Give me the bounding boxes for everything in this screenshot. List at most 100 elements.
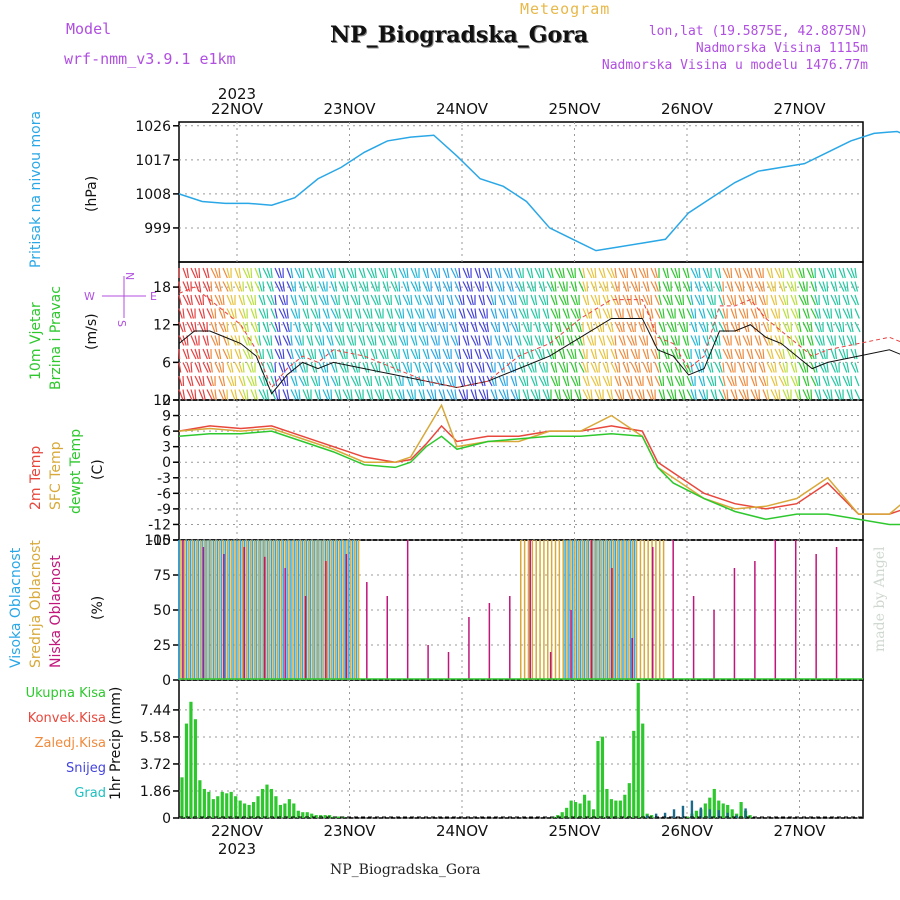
precip-rain-bar [207, 791, 211, 818]
wind-barb [526, 375, 529, 387]
wind-barb [430, 362, 433, 373]
wind-barb [622, 294, 629, 306]
wind-barb [470, 321, 476, 333]
precip-ytick-label: 3.72 [140, 757, 171, 773]
wind-barb [354, 294, 359, 306]
wind-barb [182, 335, 187, 346]
wind-barb [822, 294, 828, 306]
wind-barb [798, 267, 804, 279]
wind-barb [802, 321, 809, 333]
wind-barb [842, 294, 848, 306]
wind-barb [410, 267, 416, 279]
wind-barb [474, 267, 480, 279]
wind-barb [230, 362, 234, 373]
wind-barb [406, 294, 411, 306]
wind-barb [790, 335, 794, 346]
wind-barb [330, 267, 335, 279]
compass-n: N [123, 272, 136, 280]
wind-barb [290, 308, 297, 319]
wind-barb [270, 389, 277, 400]
wind-barb [810, 267, 815, 279]
wind-barb [454, 389, 457, 400]
wind-barb [238, 294, 244, 306]
wind-barb [606, 267, 613, 279]
wind-barb [850, 281, 856, 292]
wind-barb [554, 267, 561, 279]
wind-barb [242, 294, 246, 306]
precip-rain-bar [636, 682, 640, 818]
wind-barb [502, 321, 508, 333]
wind-barb [654, 281, 659, 292]
precip-rain-bar [287, 799, 291, 818]
wind-barb [354, 267, 357, 279]
wind-barb [182, 348, 188, 360]
wind-barb [594, 389, 600, 400]
precip-rain-bar [569, 800, 573, 818]
wind-barb [738, 348, 743, 360]
wind-barb [698, 294, 703, 306]
wind-barb [422, 362, 429, 373]
wind-barb [178, 389, 184, 400]
wind-barb [734, 294, 737, 306]
wind-barb [478, 389, 485, 400]
wind-barb [762, 389, 768, 400]
bottom-day-label: 24NOV [436, 822, 489, 840]
wind-barb [306, 375, 309, 387]
wind-barb [618, 389, 623, 400]
wind-barb [406, 348, 410, 360]
wind-barb [586, 321, 592, 333]
wind-barb [310, 348, 315, 360]
wind-barb [714, 348, 720, 360]
wind-barb [802, 335, 805, 346]
wind-barb [786, 389, 790, 400]
wind-barb [234, 375, 237, 387]
wind-barb [730, 267, 733, 279]
precip-snow-bar [690, 800, 694, 818]
wind-barb [342, 375, 348, 387]
precip-snow-bar [726, 812, 729, 818]
wind-barb [678, 321, 685, 333]
wind-barb [702, 308, 706, 319]
wind-barb [310, 294, 316, 306]
wind-barb [186, 321, 193, 333]
wind-barb [330, 389, 333, 400]
wind-barb [282, 281, 285, 292]
precip-rain-bar [748, 815, 752, 818]
wind-barb [574, 335, 581, 346]
wind-barb [198, 267, 201, 279]
wind-barb [782, 348, 785, 360]
wind-barb [330, 294, 337, 306]
wind-barb [682, 308, 686, 319]
wind-barb [406, 362, 411, 373]
wind-barb [654, 267, 658, 279]
wind-barb [394, 294, 400, 306]
wind-barb [250, 375, 255, 387]
wind-barb [734, 375, 737, 387]
wind-barb [730, 308, 736, 319]
wind-barb [310, 335, 314, 346]
wind-barb [766, 389, 770, 400]
wind-barb [326, 267, 333, 279]
wind-barb [410, 389, 415, 400]
wind-barb [430, 348, 437, 360]
wind-barb [638, 308, 643, 319]
wind-barb [366, 389, 372, 400]
precip-rain-bar [739, 802, 743, 818]
compass-w: W [84, 290, 95, 303]
wind-barb [526, 321, 530, 333]
wind-barb [790, 321, 793, 333]
wind-barb [514, 362, 517, 373]
wind-barb [250, 389, 256, 400]
wind-barb [370, 348, 376, 360]
wind-barb [202, 308, 206, 319]
wind-barb [434, 389, 437, 400]
wind-barb [182, 321, 186, 333]
wind-barb [330, 362, 336, 373]
wind-barb [822, 281, 827, 292]
wind-barb [650, 375, 654, 387]
wind-barb [474, 389, 478, 400]
wind-barb [254, 321, 259, 333]
wind-barb [538, 281, 544, 292]
wind-barb [334, 389, 340, 400]
wind-barb [718, 348, 722, 360]
